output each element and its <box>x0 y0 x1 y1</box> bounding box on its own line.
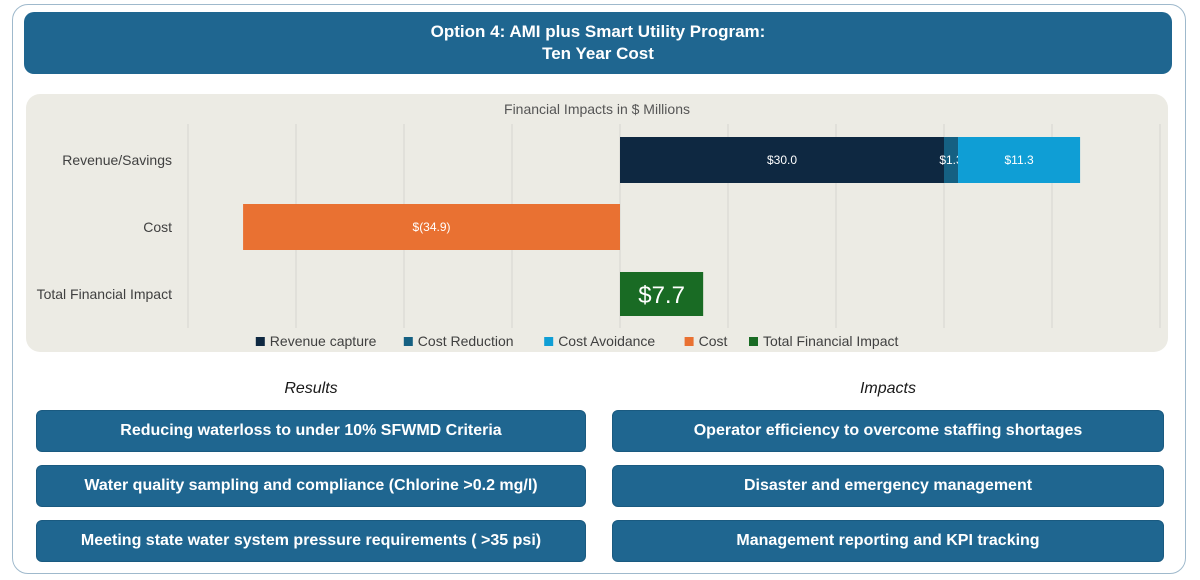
bar <box>243 204 620 250</box>
financial-impact-chart: Financial Impacts in $ Millions Revenue/S… <box>37 101 1161 349</box>
legend-swatch <box>544 337 554 346</box>
category-label: Revenue/Savings <box>62 152 172 168</box>
title-line-2: Ten Year Cost <box>542 44 654 63</box>
impacts-item: Management reporting and KPI tracking <box>612 520 1164 562</box>
legend-label: Cost <box>699 333 728 349</box>
data-label: $30.0 <box>767 153 797 167</box>
slide-frame <box>12 4 1186 574</box>
legend-label: Revenue capture <box>270 333 377 349</box>
data-label: $1.3 <box>939 153 963 167</box>
title-line-1: Option 4: AMI plus Smart Utility Program… <box>430 22 766 41</box>
results-item: Reducing waterloss to under 10% SFWMD Cr… <box>36 410 586 452</box>
data-label: $11.3 <box>1004 153 1033 167</box>
legend-label: Cost Avoidance <box>558 333 655 349</box>
legend-swatch <box>684 337 694 346</box>
bar <box>944 137 959 183</box>
results-item: Water quality sampling and compliance (C… <box>36 465 586 507</box>
results-item: Meeting state water system pressure requ… <box>36 520 586 562</box>
legend-label: Cost Reduction <box>418 333 514 349</box>
data-label: $(34.9) <box>413 220 451 234</box>
impacts-heading: Impacts <box>859 380 916 397</box>
results-heading: Results <box>284 380 338 397</box>
bar <box>958 137 1081 183</box>
legend-swatch <box>255 337 265 346</box>
data-label: $7.7 <box>638 282 685 309</box>
bar <box>620 272 704 316</box>
legend-swatch <box>749 337 758 346</box>
chart-panel: Financial Impacts in $ Millions Revenue/S… <box>26 94 1168 352</box>
title-banner: Option 4: AMI plus Smart Utility Program… <box>24 12 1172 74</box>
legend-label: Total Financial Impact <box>763 333 899 349</box>
category-label: Cost <box>143 219 172 235</box>
bar <box>620 137 944 183</box>
category-label: Total Financial Impact <box>37 286 173 302</box>
impacts-item: Disaster and emergency management <box>612 465 1164 507</box>
impacts-item: Operator efficiency to overcome staffing… <box>612 410 1164 452</box>
chart-title: Financial Impacts in $ Millions <box>504 101 690 117</box>
legend-swatch <box>403 337 413 346</box>
